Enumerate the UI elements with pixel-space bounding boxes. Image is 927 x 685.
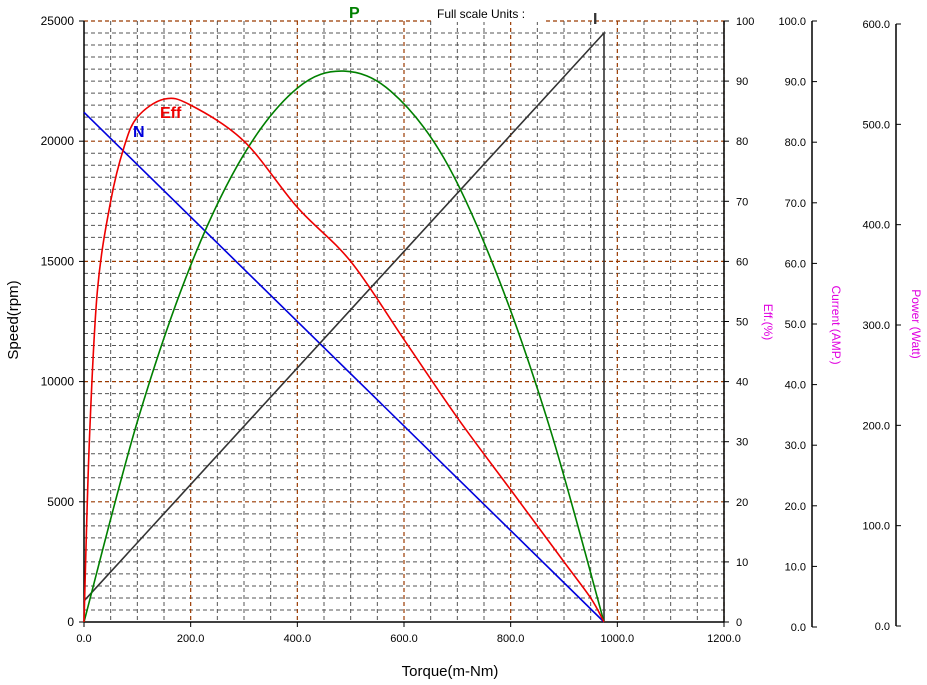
x-tick-label: 1200.0 bbox=[707, 633, 741, 645]
current-tick-label: 30.0 bbox=[785, 440, 806, 452]
power-tick-label: 100.0 bbox=[862, 521, 890, 533]
current-tick-label: 70.0 bbox=[785, 198, 806, 210]
speed-tick-label: 0 bbox=[67, 615, 74, 629]
current-tick-label: 90.0 bbox=[785, 77, 806, 89]
current-tick-label: 60.0 bbox=[785, 258, 806, 270]
current-tick-label: 40.0 bbox=[785, 380, 806, 392]
series-line-p bbox=[83, 70, 605, 623]
eff-tick-label: 40 bbox=[736, 377, 748, 389]
speed-tick-label: 20000 bbox=[41, 134, 75, 148]
speed-tick-label: 5000 bbox=[47, 495, 74, 509]
power-tick-label: 600.0 bbox=[862, 19, 890, 31]
eff-tick-label: 50 bbox=[736, 317, 748, 329]
eff-tick-label: 90 bbox=[736, 76, 748, 88]
power-tick-label: 500.0 bbox=[862, 119, 890, 131]
eff-tick-label: 10 bbox=[736, 557, 748, 569]
series-label-eff: Eff bbox=[160, 105, 182, 122]
series-label-i: I bbox=[593, 11, 597, 28]
current-tick-label: 20.0 bbox=[785, 501, 806, 513]
header-box bbox=[432, 4, 544, 22]
current-tick-label: 10.0 bbox=[785, 561, 806, 573]
x-tick-label: 200.0 bbox=[177, 633, 205, 645]
eff-tick-label: 70 bbox=[736, 196, 748, 208]
eff-tick-label: 20 bbox=[736, 497, 748, 509]
eff-tick-label: 60 bbox=[736, 256, 748, 268]
header-text: Full scale Units : bbox=[437, 7, 525, 21]
x-tick-label: 1000.0 bbox=[601, 633, 635, 645]
power-tick-label: 400.0 bbox=[862, 220, 890, 232]
x-tick-label: 400.0 bbox=[284, 633, 312, 645]
series-layer bbox=[83, 30, 605, 623]
speed-tick-label: 15000 bbox=[41, 254, 75, 268]
eff-tick-label: 0 bbox=[736, 617, 742, 629]
power-axis-label: Power (Watt) bbox=[909, 289, 923, 359]
series-line-n bbox=[83, 111, 605, 623]
power-tick-label: 200.0 bbox=[862, 420, 890, 432]
x-tick-label: 600.0 bbox=[390, 633, 418, 645]
speed-tick-label: 25000 bbox=[41, 14, 75, 28]
series-label-p: P bbox=[349, 5, 360, 22]
x-tick-label: 800.0 bbox=[497, 633, 525, 645]
eff-tick-label: 100 bbox=[736, 16, 754, 28]
series-label-n: N bbox=[133, 124, 145, 141]
current-tick-label: 50.0 bbox=[785, 319, 806, 331]
power-tick-label: 300.0 bbox=[862, 320, 890, 332]
x-tick-label: 0.0 bbox=[76, 633, 91, 645]
eff-tick-label: 80 bbox=[736, 136, 748, 148]
series-line-i bbox=[83, 30, 605, 622]
eff-axis-label: Eff.(%) bbox=[761, 304, 775, 340]
labels-layer: 0.0 200.0 400.0 600.0 800.0 1000.0 1200.005000… bbox=[41, 5, 890, 645]
power-tick-label: 0.0 bbox=[875, 621, 890, 633]
current-tick-label: 80.0 bbox=[785, 137, 806, 149]
current-tick-label: 100.0 bbox=[778, 16, 806, 28]
speed-tick-label: 10000 bbox=[41, 375, 75, 389]
series-line-eff bbox=[83, 97, 605, 623]
eff-tick-label: 30 bbox=[736, 437, 748, 449]
x-axis-label: Torque(m-Nm) bbox=[402, 663, 499, 680]
current-tick-label: 0.0 bbox=[791, 622, 806, 634]
current-axis-label: Current (AMP.) bbox=[829, 285, 843, 364]
speed-axis-label: Speed(rpm) bbox=[5, 280, 22, 359]
axes bbox=[79, 20, 901, 628]
